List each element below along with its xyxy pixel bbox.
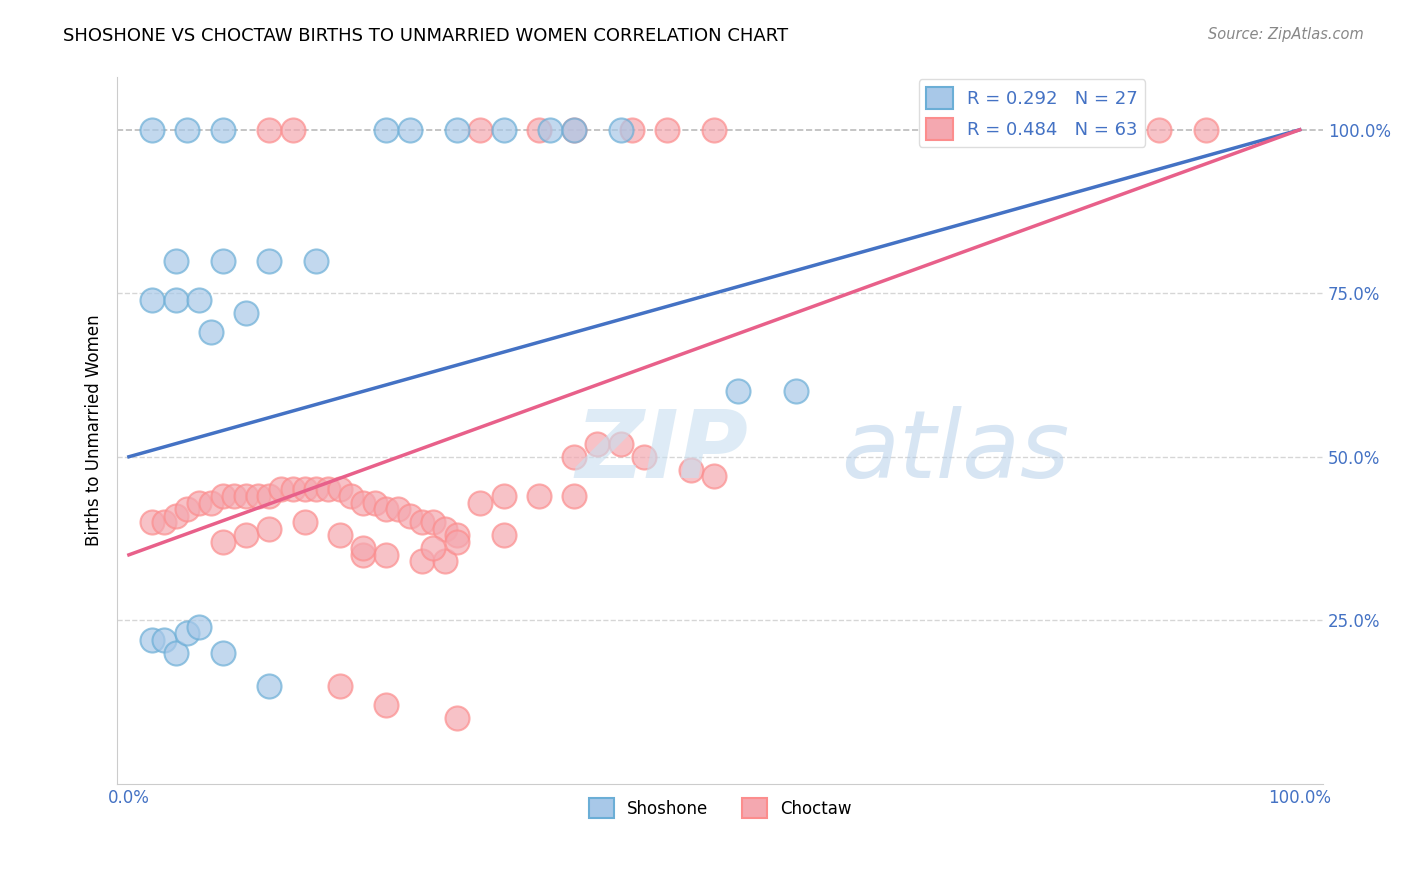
Point xyxy=(609,436,631,450)
Point xyxy=(235,489,257,503)
Point xyxy=(259,253,281,268)
Point xyxy=(259,522,281,536)
Point xyxy=(1147,122,1170,136)
Point xyxy=(259,489,281,503)
Point xyxy=(211,122,233,136)
Point xyxy=(211,489,233,503)
Point xyxy=(224,489,246,503)
Point xyxy=(352,495,374,509)
Point xyxy=(422,515,444,529)
Point xyxy=(411,515,433,529)
Point xyxy=(352,548,374,562)
Point xyxy=(165,508,187,523)
Point xyxy=(176,502,198,516)
Point xyxy=(609,122,631,136)
Point xyxy=(527,489,550,503)
Point xyxy=(562,122,585,136)
Point xyxy=(235,306,257,320)
Point xyxy=(141,122,163,136)
Point xyxy=(375,122,398,136)
Point xyxy=(141,293,163,307)
Point xyxy=(200,326,222,340)
Point xyxy=(270,483,292,497)
Point xyxy=(188,620,211,634)
Point xyxy=(176,626,198,640)
Point xyxy=(141,515,163,529)
Point xyxy=(329,528,352,542)
Point xyxy=(188,495,211,509)
Point xyxy=(259,679,281,693)
Point xyxy=(340,489,363,503)
Point xyxy=(235,528,257,542)
Point xyxy=(329,483,352,497)
Point xyxy=(200,495,222,509)
Legend: Shoshone, Choctaw: Shoshone, Choctaw xyxy=(582,791,858,825)
Point xyxy=(586,436,609,450)
Text: ZIP: ZIP xyxy=(575,406,748,498)
Point xyxy=(176,122,198,136)
Point xyxy=(633,450,655,464)
Text: SHOSHONE VS CHOCTAW BIRTHS TO UNMARRIED WOMEN CORRELATION CHART: SHOSHONE VS CHOCTAW BIRTHS TO UNMARRIED … xyxy=(63,27,789,45)
Point xyxy=(141,632,163,647)
Point xyxy=(538,122,561,136)
Point xyxy=(165,293,187,307)
Point xyxy=(785,384,807,399)
Point xyxy=(727,384,749,399)
Point xyxy=(468,495,491,509)
Point xyxy=(434,554,457,568)
Point xyxy=(657,122,679,136)
Point xyxy=(468,122,491,136)
Point xyxy=(259,122,281,136)
Point xyxy=(446,534,468,549)
Point xyxy=(375,698,398,713)
Point xyxy=(153,632,176,647)
Point xyxy=(165,646,187,660)
Point xyxy=(364,495,387,509)
Point xyxy=(399,122,422,136)
Y-axis label: Births to Unmarried Women: Births to Unmarried Women xyxy=(86,315,103,547)
Point xyxy=(446,122,468,136)
Point xyxy=(527,122,550,136)
Point xyxy=(211,534,233,549)
Text: Source: ZipAtlas.com: Source: ZipAtlas.com xyxy=(1208,27,1364,42)
Point xyxy=(562,122,585,136)
Point xyxy=(294,515,316,529)
Point xyxy=(446,528,468,542)
Point xyxy=(352,541,374,556)
Point xyxy=(446,711,468,725)
Point xyxy=(703,469,725,483)
Point xyxy=(434,522,457,536)
Point xyxy=(492,489,515,503)
Point xyxy=(375,548,398,562)
Point xyxy=(411,554,433,568)
Point xyxy=(703,122,725,136)
Point xyxy=(387,502,409,516)
Point xyxy=(422,541,444,556)
Point xyxy=(492,528,515,542)
Point xyxy=(375,502,398,516)
Point xyxy=(305,483,328,497)
Point xyxy=(1195,122,1218,136)
Point xyxy=(621,122,644,136)
Point xyxy=(246,489,269,503)
Point xyxy=(188,293,211,307)
Point xyxy=(399,508,422,523)
Point xyxy=(316,483,339,497)
Point xyxy=(492,122,515,136)
Point xyxy=(281,483,304,497)
Text: atlas: atlas xyxy=(841,406,1069,497)
Point xyxy=(165,253,187,268)
Point xyxy=(294,483,316,497)
Point xyxy=(679,463,702,477)
Point xyxy=(153,515,176,529)
Point xyxy=(562,450,585,464)
Point xyxy=(329,679,352,693)
Point xyxy=(211,646,233,660)
Point xyxy=(281,122,304,136)
Point xyxy=(211,253,233,268)
Point xyxy=(562,489,585,503)
Point xyxy=(305,253,328,268)
